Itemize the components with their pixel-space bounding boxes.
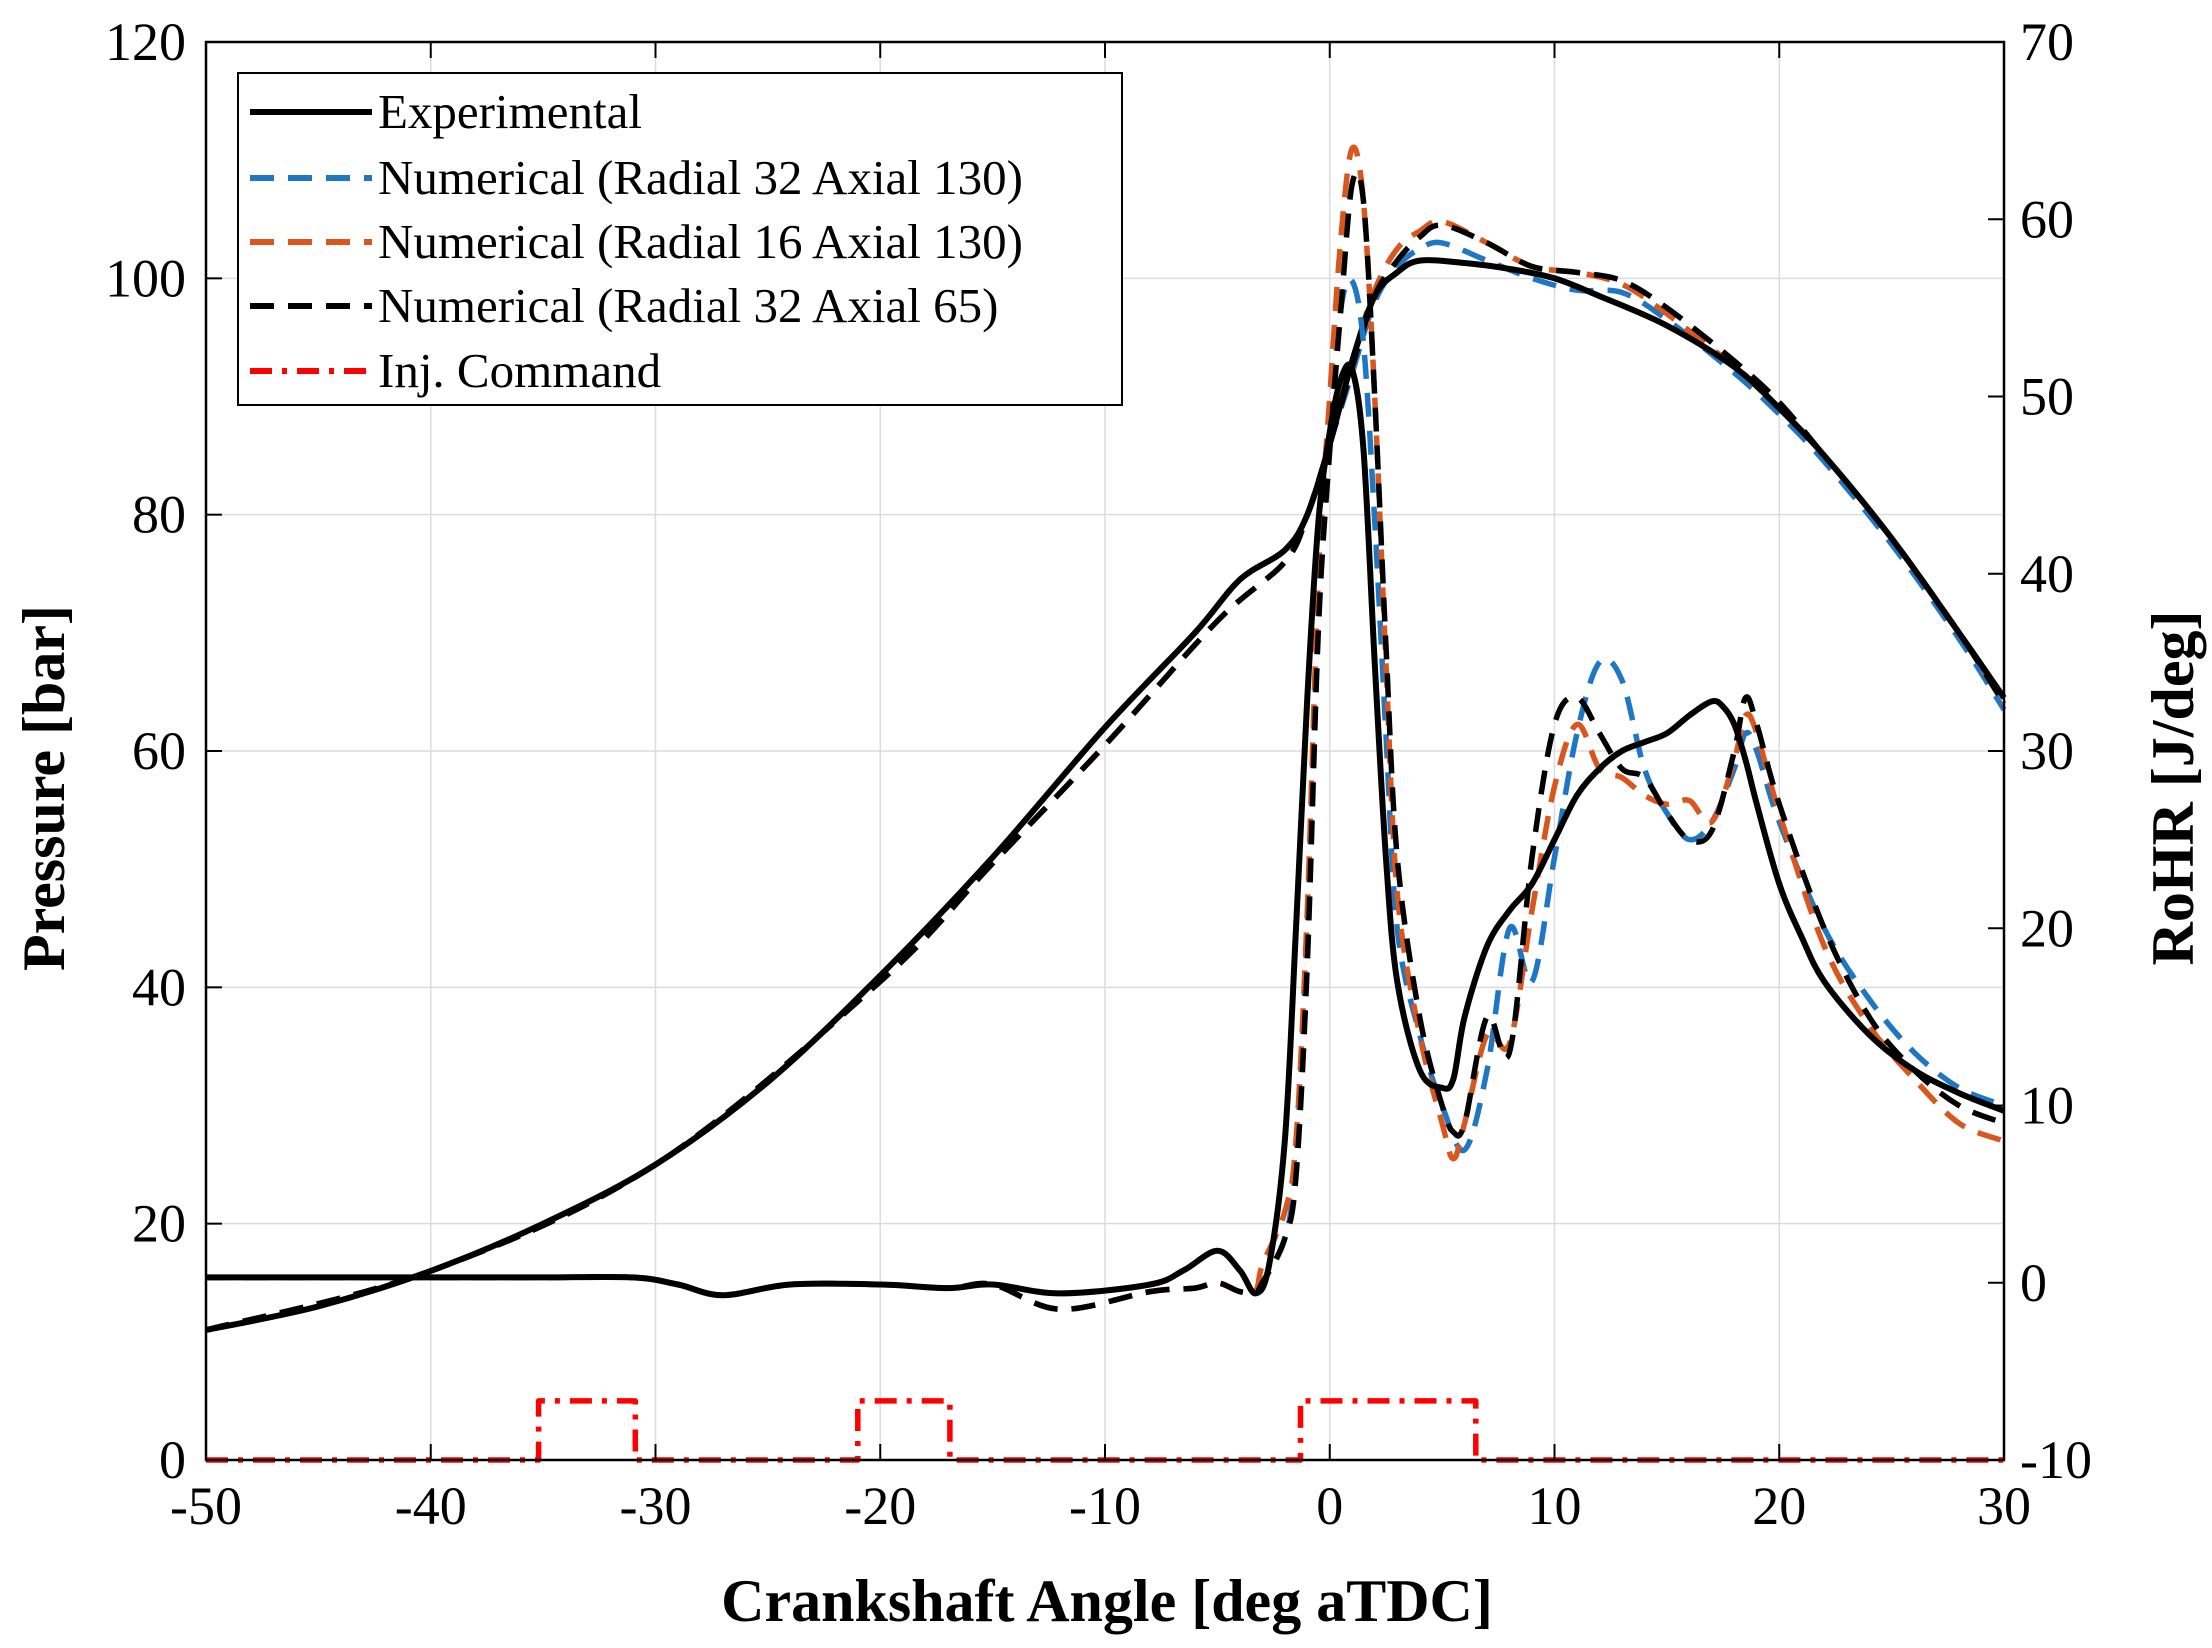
y-tick-label-right: 30 (2020, 721, 2074, 781)
tick-labels: -50 -40 -30 -20 -10 0 10 20 30020406080100120-10… (105, 12, 2092, 1536)
x-tick-label: -10 (1069, 1476, 1141, 1536)
legend-label-radial16-axial130: Numerical (Radial 16 Axial 130) (378, 214, 1023, 269)
y-tick-label-left: 80 (132, 485, 186, 545)
y-axis-title-left: Pressure [bar] (11, 605, 77, 971)
y-tick-label-left: 120 (105, 12, 186, 72)
x-axis-title: Crankshaft Angle [deg aTDC] (721, 1568, 1493, 1634)
x-tick-label: 0 (1316, 1476, 1343, 1536)
y-axis-title-right: RoHR [J/deg] (2140, 611, 2206, 966)
x-tick-label: 20 (1752, 1476, 1806, 1536)
series-line-injection-8 (206, 1398, 2004, 1463)
series-line-rohr-4 (206, 361, 2006, 1299)
legend-label-radial32-axial65: Numerical (Radial 32 Axial 65) (378, 278, 999, 333)
legend-entry-radial32-axial65: Numerical (Radial 32 Axial 65) (250, 278, 999, 333)
legend-entry-radial16-axial130: Numerical (Radial 16 Axial 130) (250, 214, 1023, 269)
x-tick-label: -30 (620, 1476, 692, 1536)
y-tick-label-left: 40 (132, 957, 186, 1017)
plot-area (205, 144, 2007, 1463)
legend-entry-experimental: Experimental (250, 84, 642, 139)
y-tick-label-left: 0 (159, 1430, 186, 1490)
legend-entry-inj-command: Inj. Command (250, 343, 661, 398)
axes-frame (204, 40, 2006, 1462)
y-tick-label-left: 60 (132, 721, 186, 781)
y-tick-label-right: 10 (2020, 1076, 2074, 1136)
y-tick-label-right: 50 (2020, 367, 2074, 427)
x-tick-label: -40 (395, 1476, 467, 1536)
y-tick-label-left: 100 (105, 248, 186, 308)
series-line-pressure-1 (205, 239, 2007, 1333)
y-tick-label-left: 20 (132, 1194, 186, 1254)
grid (205, 41, 2005, 1461)
y-tick-label-right: 70 (2020, 12, 2074, 72)
y-tick-label-right: 60 (2020, 189, 2074, 249)
x-tick-label: -20 (844, 1476, 916, 1536)
y-tick-label-right: -10 (2020, 1430, 2092, 1490)
y-tick-label-right: 40 (2020, 544, 2074, 604)
legend-entry-radial32-axial130: Numerical (Radial 32 Axial 130) (250, 150, 1023, 205)
legend-label-experimental: Experimental (378, 84, 642, 139)
legend-label-inj-command: Inj. Command (378, 343, 661, 398)
legend-label-radial32-axial130: Numerical (Radial 32 Axial 130) (378, 150, 1023, 205)
x-tick-label: 10 (1528, 1476, 1582, 1536)
y-tick-label-right: 20 (2020, 898, 2074, 958)
legend-box (237, 72, 1123, 406)
y-tick-label-right: 0 (2020, 1253, 2047, 1313)
x-tick-label: 30 (1977, 1476, 2031, 1536)
legend: Experimental Numerical (Radial 32 Axial … (237, 72, 1123, 406)
x-tick-label: -50 (170, 1476, 242, 1536)
